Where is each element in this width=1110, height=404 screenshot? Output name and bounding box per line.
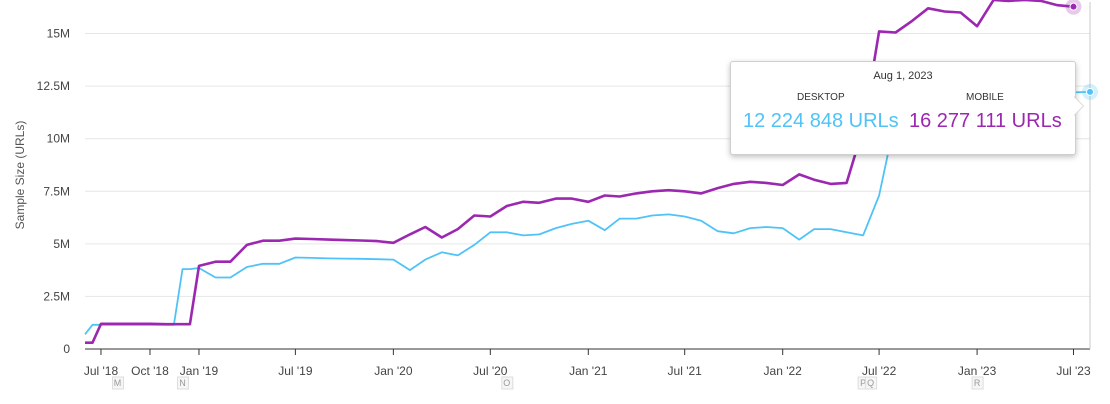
- x-tick-label: Jul '23: [1056, 364, 1091, 378]
- event-flag-label: O: [503, 378, 510, 388]
- y-axis-ticks: 0 2.5M 5M 7.5M 10M 12.5M 15M: [37, 27, 71, 356]
- y-axis-label: Sample Size (URLs): [13, 121, 27, 230]
- y-tick-label: 5M: [53, 237, 70, 251]
- x-tick-label: Jan '22: [764, 364, 803, 378]
- x-tick-label: Jul '22: [862, 364, 897, 378]
- x-tick-label: Jul '20: [473, 364, 508, 378]
- x-tick-label: Jul '18: [84, 364, 119, 378]
- hover-tooltip: Aug 1, 2023 DESKTOP MOBILE 12 224 848 UR…: [730, 61, 1076, 155]
- y-tick-label: 7.5M: [43, 184, 70, 198]
- y-tick-label: 12.5M: [37, 79, 70, 93]
- tooltip-mobile-label: MOBILE: [966, 92, 1004, 103]
- event-flag-box: [865, 376, 878, 390]
- x-tick-label: Jul '19: [278, 364, 313, 378]
- tooltip-desktop-value: 12 224 848 URLs: [743, 110, 899, 132]
- x-tick-label: Oct '18: [131, 364, 169, 378]
- tooltip-mobile-value: 16 277 111 URLs: [909, 110, 1062, 132]
- x-axis-ticks: Jul '18 Oct '18 Jan '19 Jul '19 Jan '20 Jul '…: [84, 349, 1091, 378]
- y-tick-label: 10M: [47, 132, 70, 146]
- hover-point-mobile: [1069, 2, 1078, 11]
- series-lines: [84, 0, 1091, 344]
- series-line-desktop: [84, 91, 1091, 335]
- x-tick-label: Jul '21: [668, 364, 703, 378]
- x-tick-label: Jan '23: [958, 364, 997, 378]
- event-flag-box: [501, 376, 514, 390]
- event-flag-label: R: [974, 378, 981, 388]
- event-flag-box: [111, 376, 124, 390]
- series-line-mobile: [85, 0, 1074, 344]
- y-tick-label: 15M: [47, 27, 70, 41]
- hover-point-desktop: [1086, 87, 1094, 96]
- event-flag-box: [971, 376, 984, 390]
- event-flag-label: Q: [867, 378, 874, 388]
- event-flag-label: N: [179, 378, 186, 388]
- x-tick-label: Jan '19: [180, 364, 219, 378]
- event-flag-box: [176, 376, 189, 390]
- hover-markers: [1065, 0, 1098, 100]
- tooltip-date: Aug 1, 2023: [873, 70, 933, 82]
- event-flag-label: P: [860, 378, 866, 388]
- x-tick-label: Jan '20: [374, 364, 413, 378]
- event-flag-label: M: [114, 378, 122, 388]
- y-tick-label: 2.5M: [43, 289, 70, 303]
- x-tick-label: Jan '21: [569, 364, 608, 378]
- tooltip-desktop-label: DESKTOP: [797, 92, 845, 103]
- y-tick-label: 0: [63, 342, 70, 356]
- tooltip-pointer: [1073, 96, 1083, 116]
